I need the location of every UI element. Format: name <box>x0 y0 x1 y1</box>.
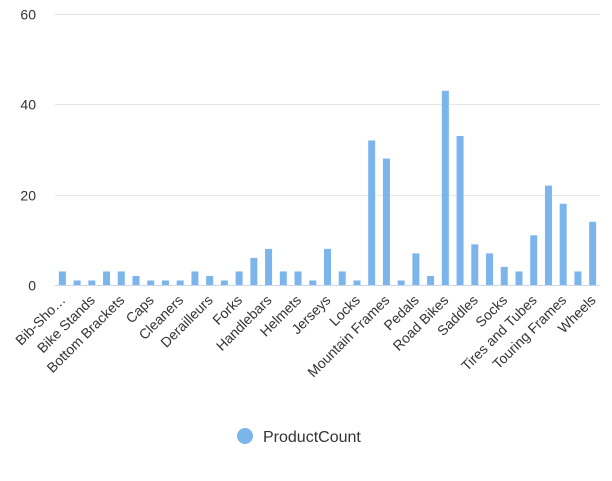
bar[interactable] <box>574 271 582 285</box>
legend-label[interactable]: ProductCount <box>263 429 361 446</box>
bar[interactable] <box>530 235 538 285</box>
bar[interactable] <box>427 275 435 285</box>
bar[interactable] <box>515 271 523 285</box>
bar[interactable] <box>353 280 361 285</box>
bar[interactable] <box>559 203 567 285</box>
bar[interactable] <box>441 90 449 285</box>
bar[interactable] <box>88 280 96 285</box>
bar[interactable] <box>220 280 228 285</box>
bar[interactable] <box>397 280 405 285</box>
bar[interactable] <box>206 275 214 285</box>
bar[interactable] <box>250 257 258 285</box>
bar[interactable] <box>309 280 317 285</box>
gridlines <box>55 14 600 286</box>
legend-marker <box>237 428 253 444</box>
y-tick-label: 0 <box>28 278 36 294</box>
bar[interactable] <box>589 221 597 285</box>
bars <box>58 90 597 285</box>
bar[interactable] <box>471 244 479 285</box>
bar[interactable] <box>500 266 508 285</box>
legend[interactable]: ProductCount <box>237 428 361 446</box>
bar[interactable] <box>58 271 66 285</box>
bar[interactable] <box>176 280 184 285</box>
bar[interactable] <box>103 271 111 285</box>
bar[interactable] <box>147 280 155 285</box>
bar[interactable] <box>338 271 346 285</box>
y-axis-ticks: 0 20 40 60 <box>20 7 36 294</box>
bar[interactable] <box>73 280 81 285</box>
bar[interactable] <box>132 275 140 285</box>
bar[interactable] <box>294 271 302 285</box>
bar[interactable] <box>412 253 420 285</box>
bar[interactable] <box>544 185 552 285</box>
bar[interactable] <box>368 140 376 285</box>
y-tick-label: 60 <box>20 7 36 23</box>
bar[interactable] <box>117 271 125 285</box>
y-tick-label: 40 <box>20 97 36 113</box>
bar[interactable] <box>279 271 287 285</box>
bar[interactable] <box>161 280 169 285</box>
y-tick-label: 20 <box>20 188 36 204</box>
bar[interactable] <box>235 271 243 285</box>
bar[interactable] <box>382 158 390 285</box>
bar[interactable] <box>265 248 273 285</box>
bar[interactable] <box>456 135 464 285</box>
bar[interactable] <box>486 253 494 285</box>
bar[interactable] <box>324 248 331 285</box>
bar[interactable] <box>191 271 199 285</box>
